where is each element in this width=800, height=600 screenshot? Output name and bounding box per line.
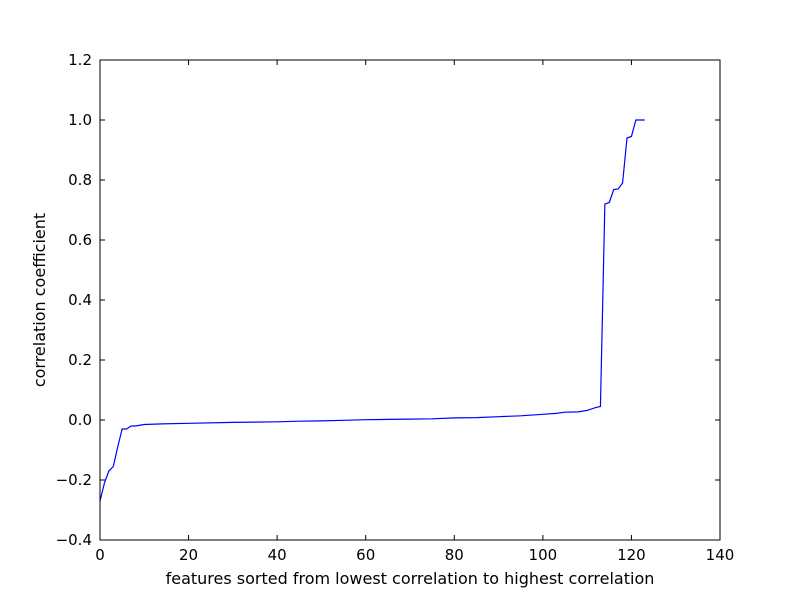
y-tick-label: 0.4 <box>68 291 92 309</box>
plot-frame <box>99 59 721 541</box>
y-tick-label: −0.2 <box>56 471 92 489</box>
y-tick-label: 0.8 <box>68 171 92 189</box>
x-tick-label: 40 <box>268 546 287 564</box>
series-line <box>99 119 645 502</box>
x-tick-label: 100 <box>529 546 558 564</box>
x-tick-label: 120 <box>617 546 646 564</box>
y-tick-label: 1.0 <box>68 111 92 129</box>
x-axis-label: features sorted from lowest correlation … <box>166 569 655 588</box>
plot-area <box>100 60 720 540</box>
y-axis-label: correlation coefficient <box>30 213 49 387</box>
axis-ticks: 0 20 40 60 80 100 120 140 −0.4 −0.2 0.0 0.2 0.4 0.6 0.… <box>56 51 735 564</box>
x-tick-label: 140 <box>706 546 735 564</box>
y-tick-label: 1.2 <box>68 51 92 69</box>
y-tick-label: 0.6 <box>68 231 92 249</box>
x-tick-label: 80 <box>445 546 464 564</box>
x-tick-label: 60 <box>356 546 375 564</box>
y-tick-label: 0.0 <box>68 411 92 429</box>
y-tick-label: 0.2 <box>68 351 92 369</box>
series-group <box>99 119 645 502</box>
x-tick-label: 0 <box>95 546 105 564</box>
y-tick-label: −0.4 <box>56 531 92 549</box>
x-tick-label: 20 <box>179 546 198 564</box>
